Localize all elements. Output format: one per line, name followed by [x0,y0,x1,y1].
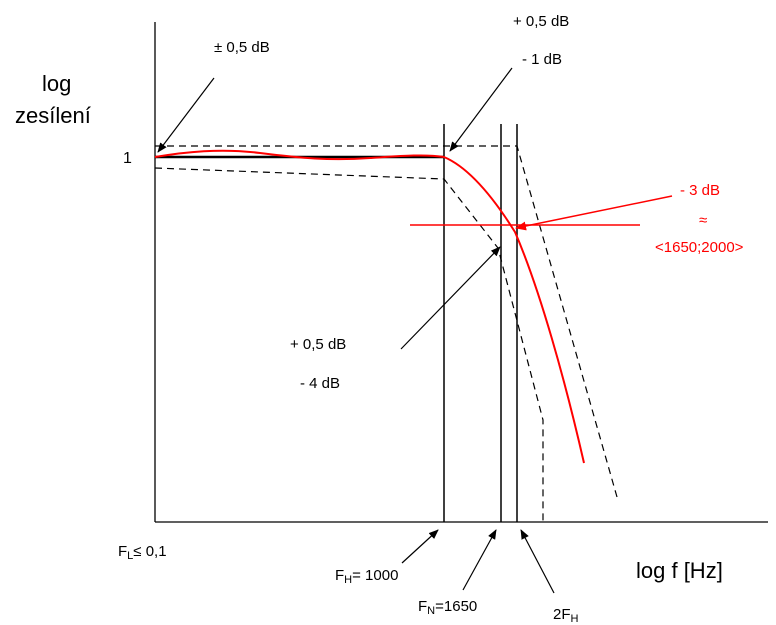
f2h-label-arrow [520,529,555,594]
fh-label-arrow [401,529,439,564]
lower-tolerance-bound [154,167,544,522]
upper-tolerance-label-2: - 1 dB [522,51,562,68]
x-axis-label: log f [Hz] [636,558,723,583]
fh-label: FH= 1000 [335,567,398,586]
flat-tolerance-label: ± 0,5 dB [214,39,270,56]
fn-label-arrow [462,529,497,591]
upper-tolerance-bound [155,145,618,498]
actual-response-curve [154,149,585,464]
upper-tolerance-label-1: + 0,5 dB [513,13,569,30]
flat-tolerance-arrow [157,77,215,153]
lower-tolerance-label-1: + 0,5 dB [290,336,346,353]
lower-tolerance-label-2: - 4 dB [300,375,340,392]
fl-label: FL≤ 0,1 [118,543,167,562]
minus-3db-label: - 3 dB [680,182,720,199]
upper-tolerance-arrow [449,67,513,152]
lower-tolerance-arrow [400,246,501,350]
f2h-label: 2FH [553,606,579,625]
minus-3db-arrow [515,195,673,231]
y-tick-one: 1 [123,150,132,167]
approx-symbol: ≈ [699,212,707,229]
y-axis-label-line2: zesílení [15,103,91,128]
fn-label: FN=1650 [418,598,477,617]
range-label: <1650;2000> [655,239,744,256]
y-axis-label-line1: log [42,71,71,96]
